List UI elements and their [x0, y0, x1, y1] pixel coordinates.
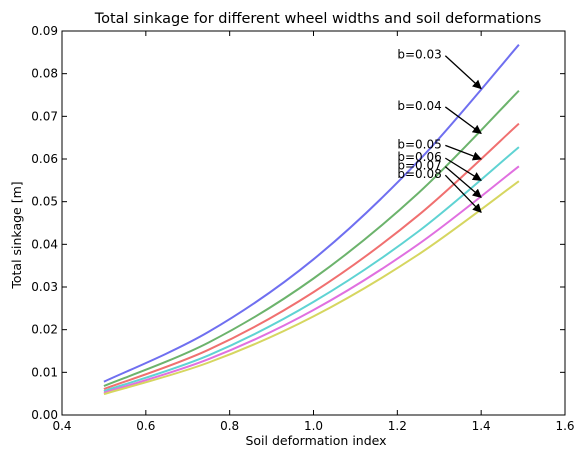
series-line-b-0-07	[103, 165, 520, 394]
annotation-label: b=0.07	[397, 159, 441, 173]
annotation-label: b=0.06	[397, 150, 441, 164]
annotation-arrow	[444, 166, 482, 198]
annotation-arrow	[444, 106, 482, 134]
y-tick-label: 0.02	[31, 323, 58, 337]
annotation-arrow	[444, 55, 482, 90]
y-tick-label: 0.08	[31, 67, 58, 81]
series-line-b-0-04	[103, 89, 520, 387]
x-axis-label: Soil deformation index	[245, 433, 386, 448]
x-tick-label: 0.8	[220, 419, 239, 433]
series-layer	[103, 44, 520, 396]
annotation-arrow	[445, 144, 483, 161]
annotation-arrow	[444, 174, 482, 213]
series-line-b-0-08	[103, 180, 520, 396]
chart-title: Total sinkage for different wheel widths…	[94, 11, 542, 27]
y-axis-ticks: 0.00 0.01 0.02 0.03 0.04 0.05 0.06 0.07 0.08 0.09	[31, 24, 565, 422]
x-tick-label: 1.2	[388, 419, 407, 433]
y-tick-label: 0.07	[31, 109, 58, 123]
y-axis-label-text: Total sinkage [m]	[9, 181, 24, 289]
x-tick-label: 0.6	[136, 419, 155, 433]
x-tick-label: 1.0	[304, 419, 323, 433]
x-axis-ticks: 0.4 0.6 0.8 1.0 1.2 1.4 1.6	[52, 31, 575, 433]
y-tick-label: 0.04	[31, 237, 58, 251]
y-tick-label: 0.01	[31, 365, 58, 379]
x-tick-label: 0.4	[52, 419, 71, 433]
x-tick-label: 1.4	[472, 419, 491, 433]
y-tick-label: 0.03	[31, 280, 58, 294]
y-tick-label: 0.09	[31, 24, 58, 38]
series-line-b-0-03	[103, 44, 520, 383]
annotation-label: b=0.05	[397, 137, 441, 151]
annotation-layer: b=0.03 b=0.04 b=0.05b=0.06b=0.07b=0.08	[397, 48, 483, 213]
plot-frame	[61, 30, 566, 416]
annotation-arrow	[444, 157, 482, 181]
y-axis-label: Total sinkage [m]	[9, 181, 24, 289]
x-tick-label: 1.6	[555, 419, 574, 433]
series-line-b-0-06	[103, 146, 520, 393]
y-tick-label: 0.00	[31, 408, 58, 422]
y-tick-label: 0.06	[31, 152, 58, 166]
annotation-label: b=0.03	[397, 48, 441, 62]
annotation-label: b=0.04	[397, 99, 441, 113]
annotation-label: b=0.08	[397, 167, 441, 181]
series-line-b-0-05	[103, 122, 520, 390]
y-tick-label: 0.05	[31, 195, 58, 209]
